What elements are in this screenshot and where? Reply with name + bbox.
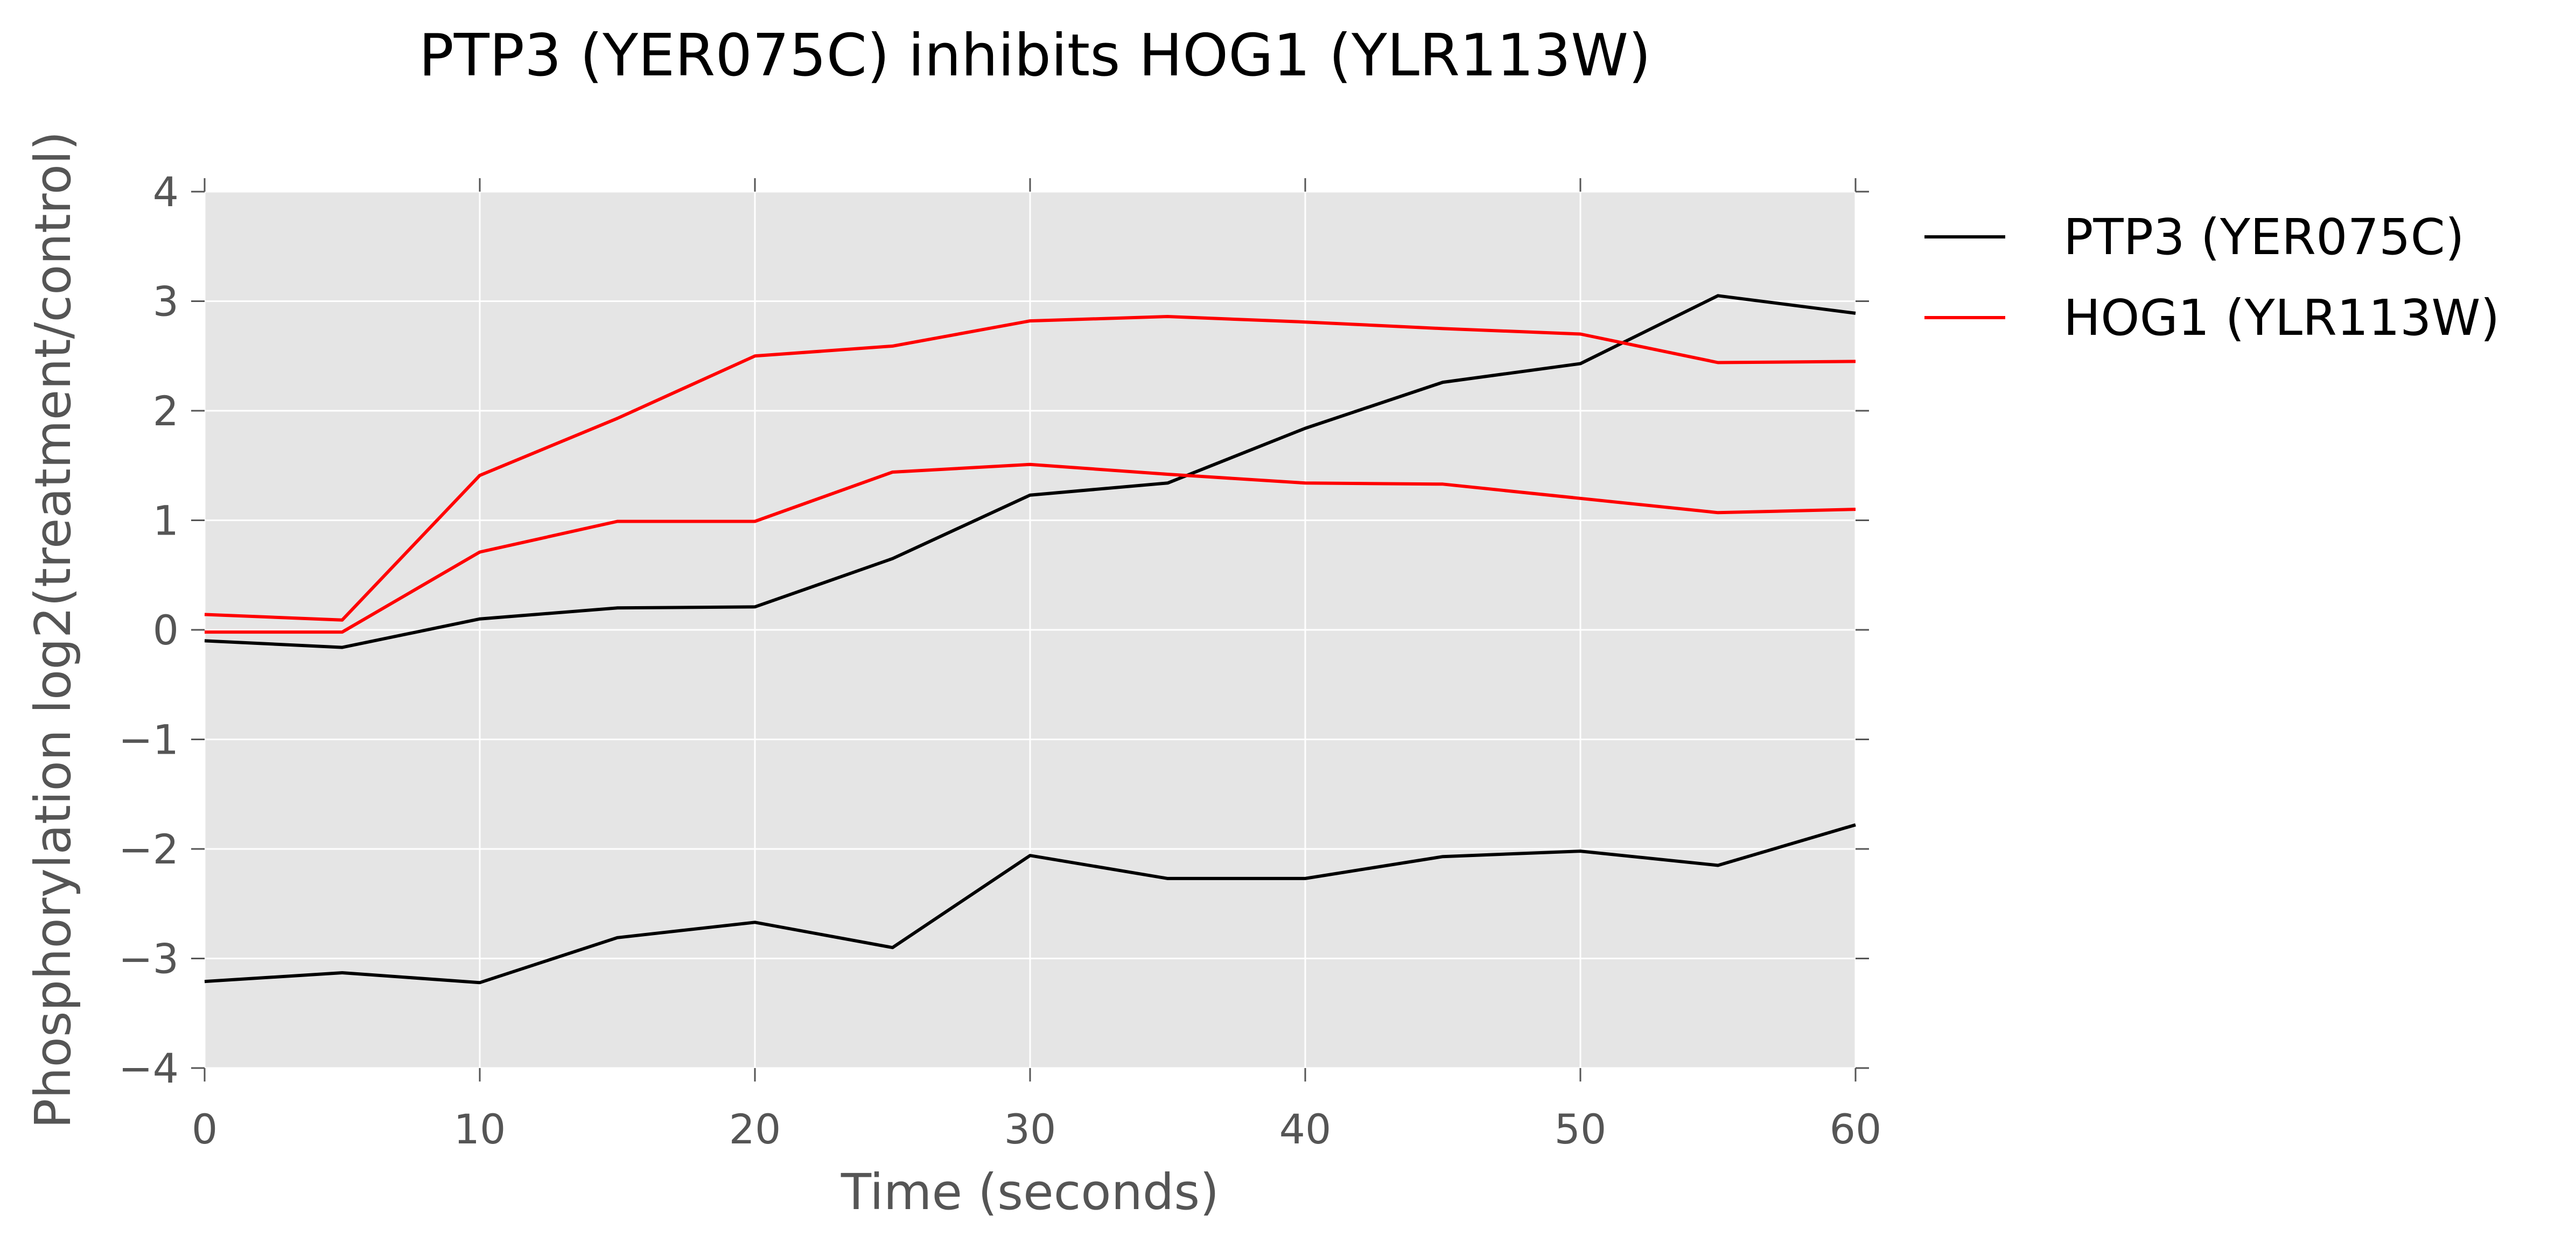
x-tick-label: 40 xyxy=(1279,1105,1332,1153)
x-tick-label: 50 xyxy=(1555,1105,1607,1153)
y-tick-label: 2 xyxy=(153,387,179,435)
y-tick-label: −1 xyxy=(118,716,179,764)
y-tick-label: 4 xyxy=(153,168,179,216)
x-tick-label: 20 xyxy=(729,1105,781,1153)
series-line-1 xyxy=(204,294,1856,649)
y-tick-label: 0 xyxy=(153,606,179,654)
y-tick-label: −4 xyxy=(118,1044,179,1092)
legend: PTP3 (YER075C) HOG1 (YLR113W) xyxy=(1924,208,2500,347)
chart-title: PTP3 (YER075C) inhibits HOG1 (YLR113W) xyxy=(419,22,1651,89)
axis-ticks xyxy=(191,178,1869,1082)
y-tick-label: 1 xyxy=(153,497,179,545)
y-tick-label: 3 xyxy=(153,278,179,326)
series-line-3 xyxy=(204,315,1856,622)
y-tick-label: −3 xyxy=(118,935,179,983)
x-tick-label: 30 xyxy=(1004,1105,1056,1153)
y-axis-label: Phosphorylation log2(treatment/control) xyxy=(24,131,82,1129)
x-tick-label: 10 xyxy=(454,1105,506,1153)
y-tick-label: −2 xyxy=(118,825,179,873)
series-lines xyxy=(204,294,1856,985)
x-tick-labels: 0 10 20 30 40 50 60 xyxy=(192,1105,1882,1153)
x-tick-label: 0 xyxy=(192,1105,218,1153)
series-line-2 xyxy=(204,823,1856,985)
legend-label: PTP3 (YER075C) xyxy=(2063,208,2465,266)
series-line-4 xyxy=(205,462,1856,634)
legend-label: HOG1 (YLR113W) xyxy=(2063,289,2500,347)
y-tick-labels: 4 3 2 1 0 −1 −2 −3 −4 xyxy=(118,168,179,1092)
x-axis-label: Time (seconds) xyxy=(841,1163,1219,1221)
x-tick-label: 60 xyxy=(1830,1105,1882,1153)
